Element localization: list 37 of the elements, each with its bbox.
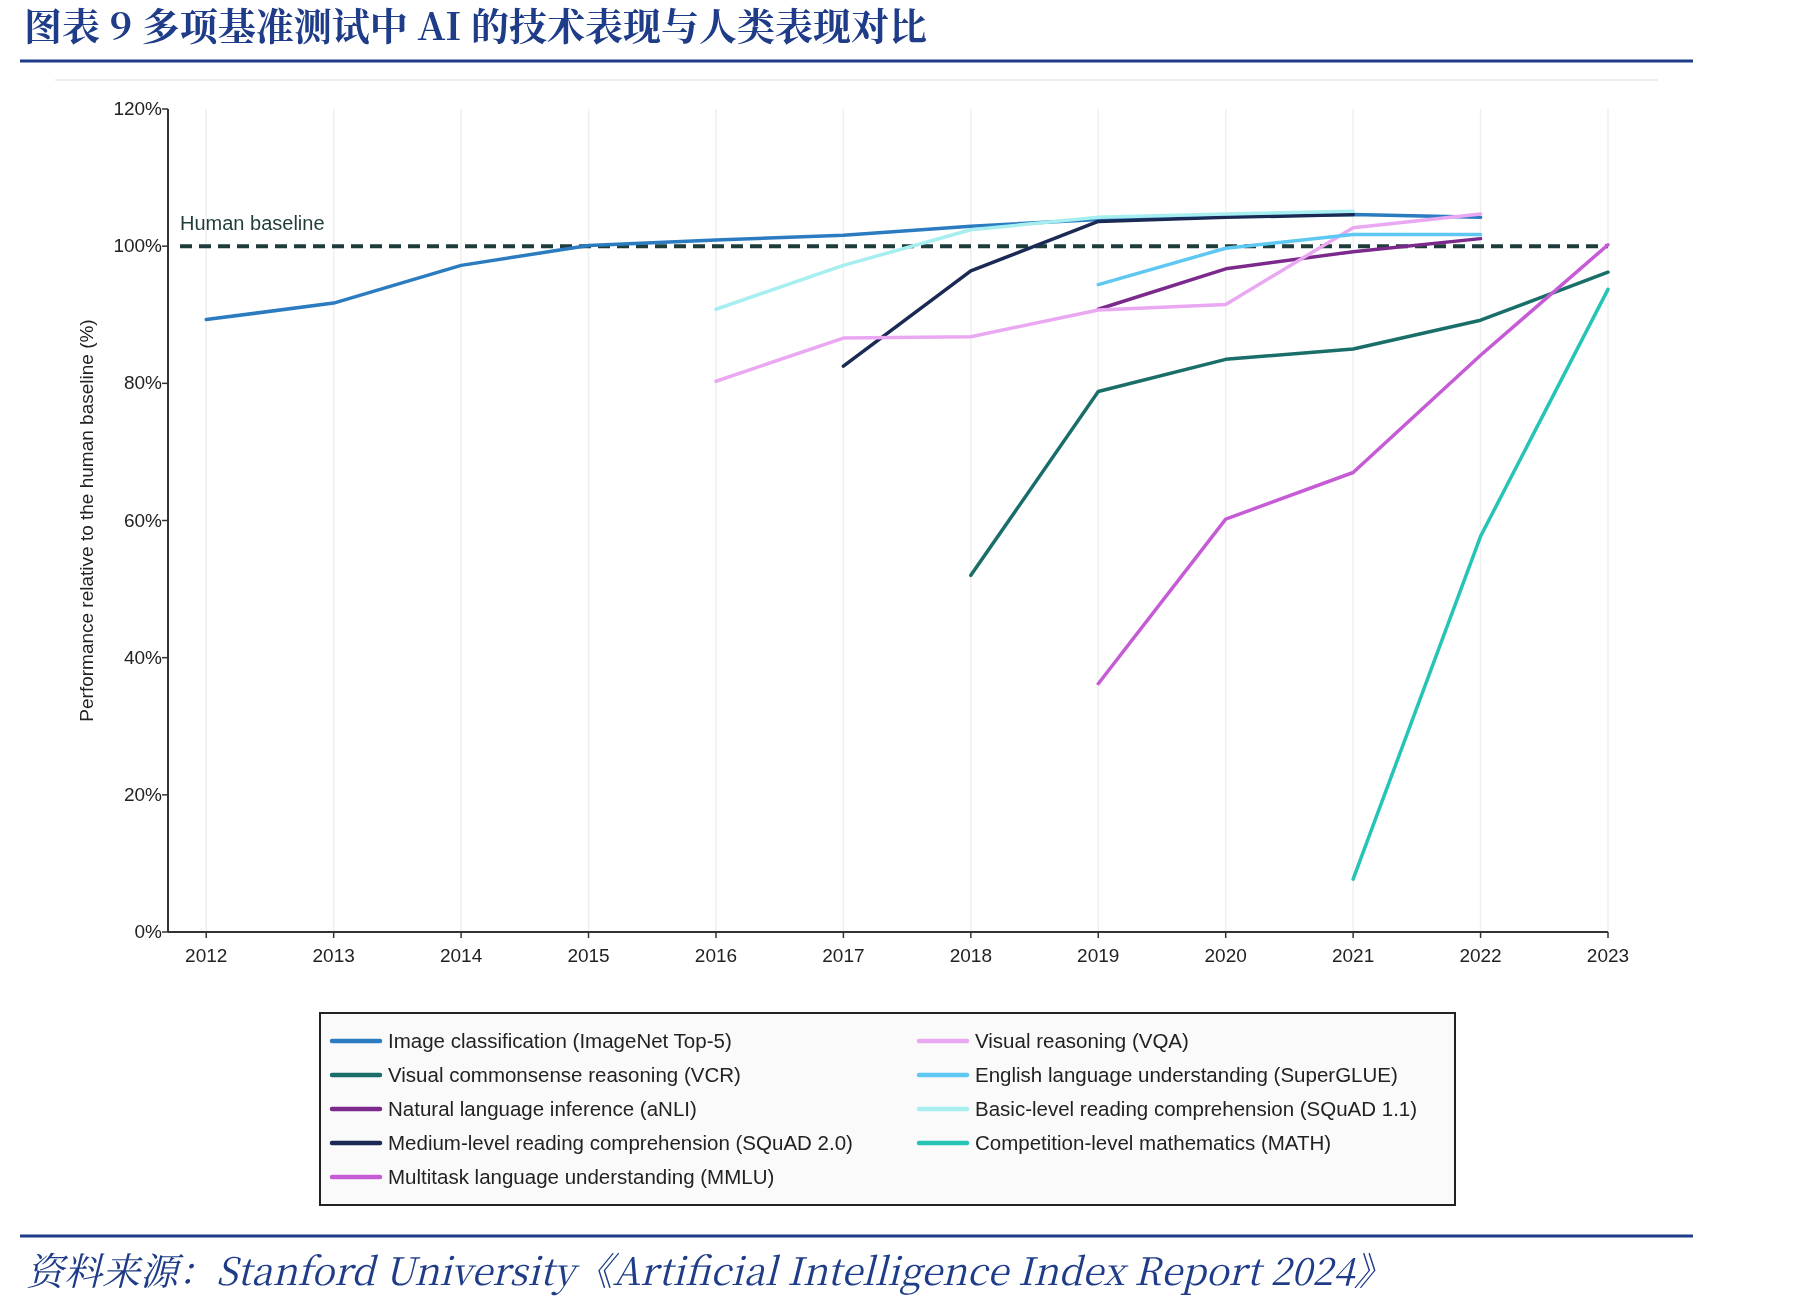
legend-label: Image classification (ImageNet Top-5) (388, 1029, 732, 1052)
line-series (1096, 243, 1610, 686)
x-tick-label: 2023 (1586, 945, 1630, 966)
legend-label: Competition-level mathematics (MATH) (975, 1131, 1332, 1154)
y-axis-title: Performance relative to the human baseline (%) (76, 319, 97, 722)
legend-label: Natural language inference (aNLI) (388, 1097, 697, 1120)
line-series (714, 212, 1483, 384)
y-tick-label: 0% (134, 921, 163, 942)
line-series (841, 212, 1355, 368)
y-tick-label: 80% (123, 372, 163, 394)
chart-title: 图表 9 多项基准测试中 AI 的技术表现与人类表现对比 (24, 0, 927, 51)
y-tick-label: 100% (113, 235, 163, 257)
x-tick-label: 2020 (1204, 945, 1247, 966)
x-tick-label: 2015 (567, 945, 610, 966)
x-tick-label: 2022 (1459, 945, 1502, 966)
y-tick-label: 120% (113, 98, 163, 119)
legend-label: Visual commonsense reasoning (VCR) (388, 1063, 741, 1086)
y-tick-label: 40% (123, 646, 163, 668)
line-series (969, 270, 1610, 578)
y-tick-label: 20% (123, 783, 163, 805)
legend-label: Multitask language understanding (MMLU) (388, 1165, 775, 1188)
text: 资料来源：Stanford University《Artificial Intelligence Index Report 2024》 (26, 1241, 1392, 1296)
x-tick-label: 2014 (439, 945, 483, 966)
x-tick-label: 2012 (185, 945, 228, 966)
legend-label: Basic-level reading comprehension (SQuAD 1.1) (975, 1097, 1418, 1120)
legend-label: Medium-level reading comprehension (SQuAD 2.0) (388, 1131, 853, 1154)
legend-label: English language understanding (SuperGLUE) (975, 1063, 1398, 1086)
y-tick-label: 60% (123, 509, 163, 531)
x-tick-label: 2021 (1331, 945, 1375, 966)
legend-label: Visual reasoning (VQA) (975, 1029, 1189, 1052)
x-tick-label: 2013 (312, 945, 355, 966)
x-tick-label: 2016 (694, 945, 738, 966)
ref-line-label: Human baseline (180, 212, 325, 235)
x-tick-label: 2018 (949, 945, 992, 966)
x-tick-label: 2019 (1077, 945, 1120, 966)
line-series (714, 209, 1355, 312)
x-tick-label: 2017 (822, 945, 865, 966)
